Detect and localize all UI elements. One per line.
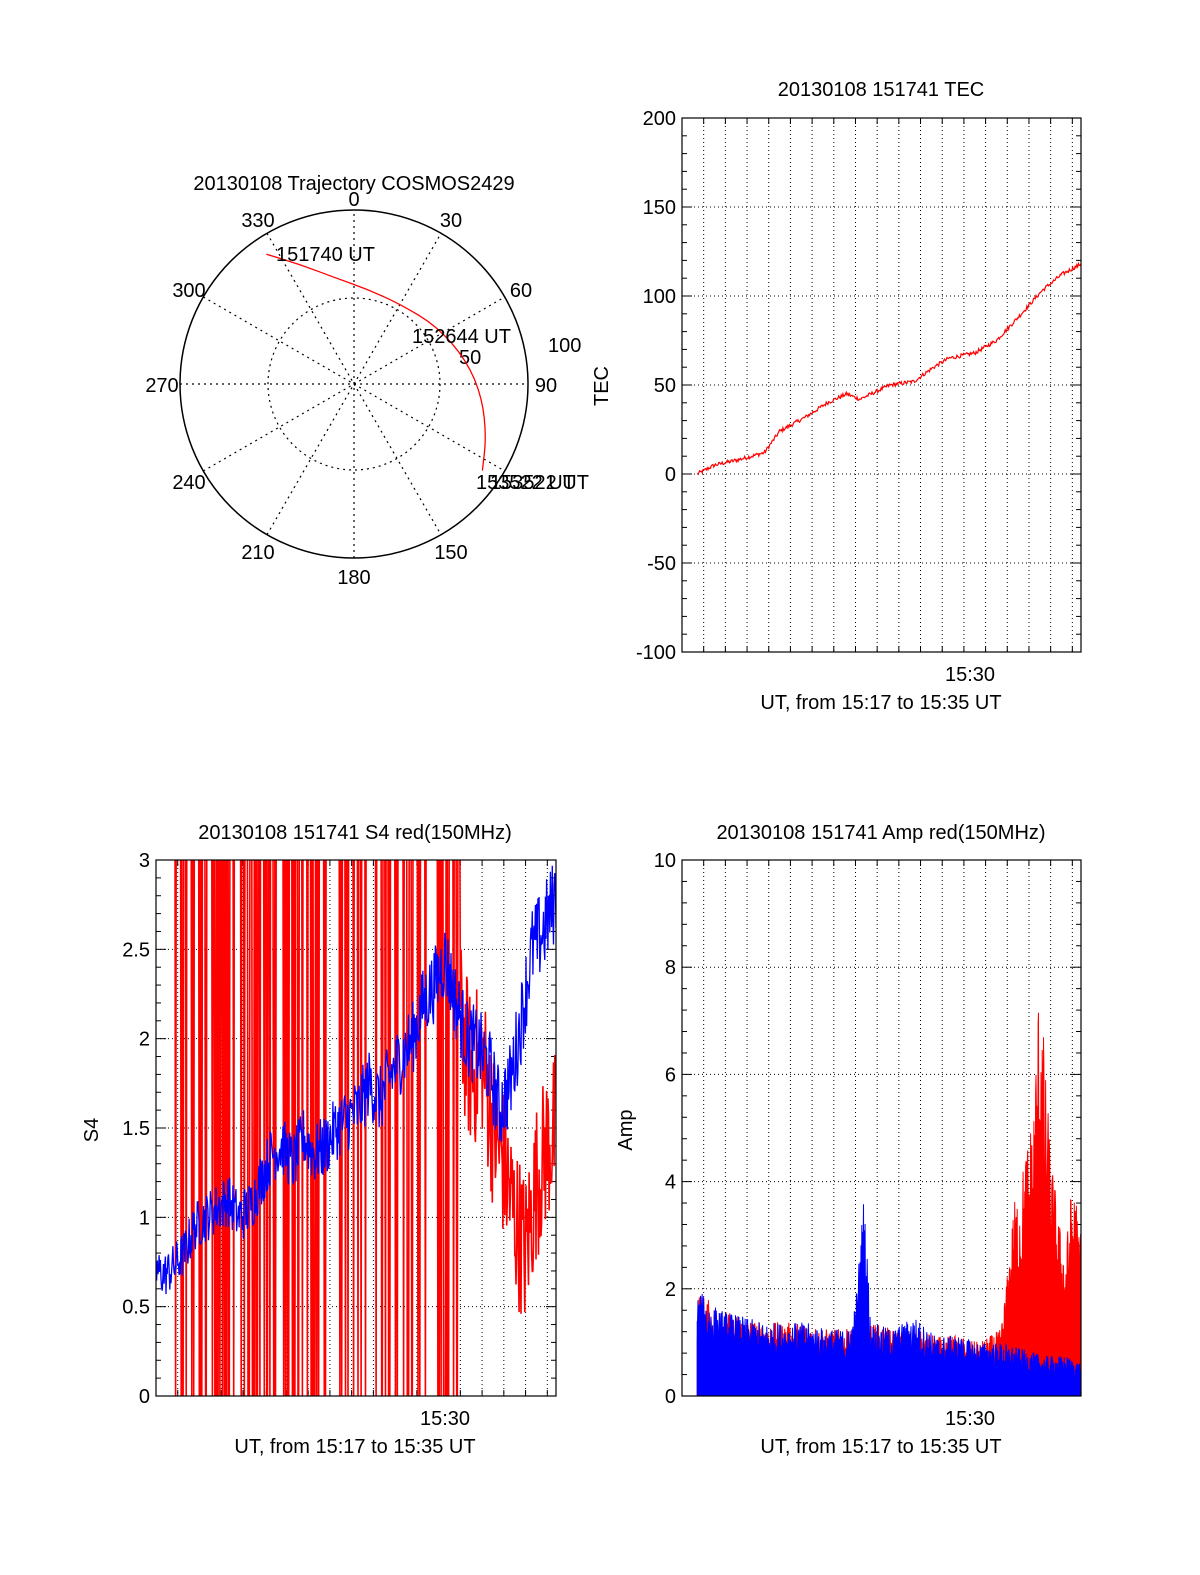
trajectory-end-label: 153522 UT — [476, 472, 575, 494]
amp-series-blue — [696, 1204, 1081, 1396]
amp-ytick-label-2: 4 — [665, 1172, 676, 1194]
trajectory-panel: 20130108 Trajectory COSMOS2429 0 30 60 9… — [145, 173, 589, 589]
amp-plot-area: 0 2 4 6 8 10 — [654, 850, 1082, 1408]
polar-azimuth-labels: 0 30 60 90 150 180 210 240 270 300 330 — [145, 189, 557, 589]
az-label-210: 210 — [241, 542, 274, 564]
tec-ytick-label-1: -50 — [647, 553, 676, 575]
s4-ytick-label-4: 2 — [139, 1029, 150, 1051]
az-label-300: 300 — [172, 280, 205, 302]
trajectory-start-label: 151740 UT — [276, 244, 375, 266]
s4-panel: 20130108 151741 S4 red(150MHz) 0 0.5 1 1.5 2… — [81, 822, 557, 1458]
tec-plot-area: -100 -50 0 50 100 150 200 — [636, 108, 1082, 664]
s4-title: 20130108 151741 S4 red(150MHz) — [198, 822, 512, 844]
trajectory-title: 20130108 Trajectory COSMOS2429 — [193, 173, 514, 195]
s4-ytick-label-0: 0 — [139, 1386, 150, 1408]
amp-series-group — [696, 1012, 1081, 1396]
tec-frame — [681, 117, 1082, 653]
s4-y-axis-title: S4 — [81, 1118, 103, 1142]
s4-ytick-label-6: 3 — [139, 850, 150, 872]
trajectory-mid-label: 152644 UT — [412, 326, 511, 348]
radial-label-100: 100 — [548, 335, 581, 357]
az-label-270: 270 — [145, 375, 178, 397]
s4-ytick-label-5: 2.5 — [122, 939, 150, 961]
s4-frame — [155, 859, 557, 1397]
amp-x-axis-title: UT, from 15:17 to 15:35 UT — [760, 1436, 1001, 1458]
amp-y-axis-title: Amp — [615, 1109, 637, 1150]
s4-plot-area: 0 0.5 1 1.5 2 2.5 3 — [122, 850, 557, 1408]
polar-outer-ring — [179, 209, 529, 559]
az-label-60: 60 — [510, 280, 532, 302]
s4-ytick-label-3: 1.5 — [122, 1118, 150, 1140]
amp-ytick-label-0: 0 — [665, 1386, 676, 1408]
tec-x-axis-title: UT, from 15:17 to 15:35 UT — [760, 692, 1001, 714]
az-label-180: 180 — [337, 567, 370, 589]
amp-ytick-label-4: 8 — [665, 957, 676, 979]
tec-x-tick-label: 15:30 — [945, 664, 995, 686]
amp-ytick-label-1: 2 — [665, 1279, 676, 1301]
polar-spoke-150 — [266, 233, 442, 535]
az-label-0: 0 — [348, 189, 359, 211]
s4-series-group — [156, 860, 556, 1396]
az-label-90: 90 — [535, 375, 557, 397]
polar-grid — [180, 210, 528, 558]
polar-inner-ring — [267, 297, 441, 471]
trajectory-end-label-overlap: 153522 UT — [490, 472, 589, 494]
s4-x-tick-label: 15:30 — [420, 1408, 470, 1430]
amp-frame — [681, 859, 1082, 1397]
az-label-240: 240 — [172, 472, 205, 494]
s4-x-axis-title: UT, from 15:17 to 15:35 UT — [234, 1436, 475, 1458]
tec-series-red — [696, 261, 1081, 476]
az-label-150: 150 — [434, 542, 467, 564]
s4-ytick-label-2: 1 — [139, 1207, 150, 1229]
tec-title: 20130108 151741 TEC — [778, 79, 984, 101]
s4-series-blue — [156, 865, 556, 1295]
tec-ytick-label-3: 50 — [654, 375, 676, 397]
s4-ytick-label-1: 0.5 — [122, 1297, 150, 1319]
tec-y-axis-title: TEC — [591, 366, 613, 406]
radial-label-50: 50 — [459, 347, 481, 369]
amp-ytick-label-3: 6 — [665, 1064, 676, 1086]
tec-ytick-label-5: 150 — [643, 197, 676, 219]
amp-x-tick-label: 15:30 — [945, 1408, 995, 1430]
tec-panel: 20130108 151741 TEC -100-50050100150200 … — [591, 79, 1082, 714]
tec-ytick-label-4: 100 — [643, 286, 676, 308]
amp-panel: 20130108 151741 Amp red(150MHz) 0246810 … — [615, 822, 1082, 1458]
az-label-30: 30 — [440, 210, 462, 232]
tec-ytick-label-0: -100 — [636, 642, 676, 664]
az-label-330: 330 — [241, 210, 274, 232]
tec-ytick-label-2: 0 — [665, 464, 676, 486]
amp-title: 20130108 151741 Amp red(150MHz) — [716, 822, 1045, 844]
s4-series-red — [174, 860, 556, 1396]
trajectory-track — [266, 253, 486, 471]
tec-series-group — [696, 261, 1081, 476]
amp-ytick-label-5: 10 — [654, 850, 676, 872]
tec-ytick-label-6: 200 — [643, 108, 676, 130]
